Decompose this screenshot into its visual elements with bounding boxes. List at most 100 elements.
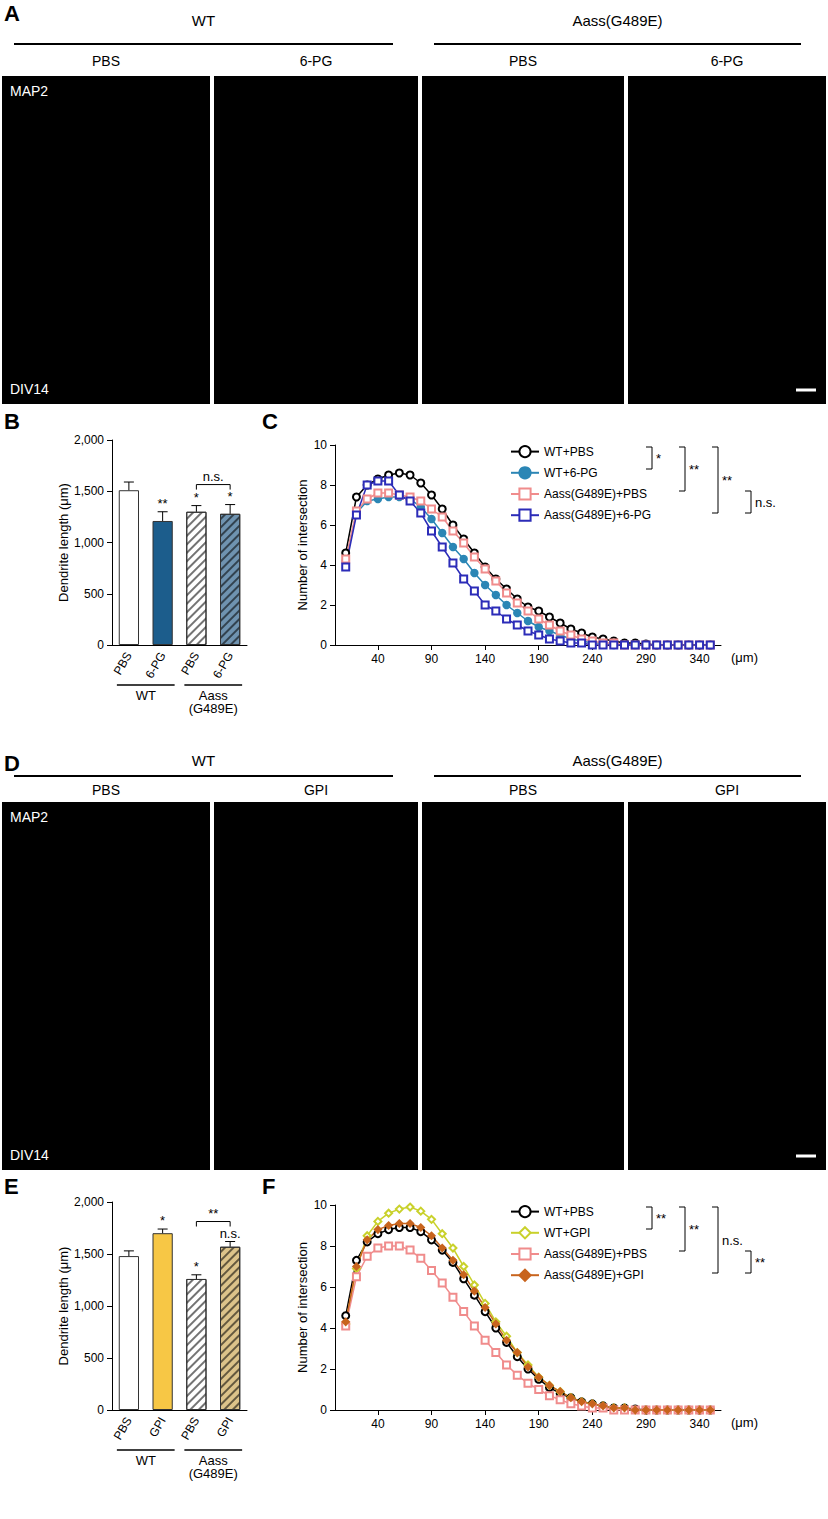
svg-text:WT+PBS: WT+PBS (544, 445, 594, 459)
svg-text:n.s.: n.s. (755, 495, 776, 510)
svg-text:6-PG: 6-PG (143, 649, 169, 680)
svg-text:PBS: PBS (178, 649, 202, 677)
svg-text:240: 240 (582, 652, 602, 666)
svg-text:6-PG: 6-PG (711, 53, 744, 69)
svg-text:2: 2 (320, 598, 327, 612)
svg-text:PBS: PBS (111, 1414, 135, 1442)
svg-text:2: 2 (320, 1362, 327, 1376)
svg-text:4: 4 (320, 558, 327, 572)
svg-text:WT: WT (136, 1453, 156, 1468)
svg-text:2,000: 2,000 (74, 1195, 104, 1209)
svg-text:**: ** (158, 496, 168, 511)
svg-text:**: ** (656, 1211, 666, 1226)
svg-text:*: * (194, 490, 199, 505)
svg-text:1,000: 1,000 (74, 536, 104, 550)
svg-text:6-PG: 6-PG (300, 53, 333, 69)
svg-text:290: 290 (636, 1417, 656, 1431)
svg-text:GPI: GPI (715, 782, 739, 798)
svg-text:n.s.: n.s. (220, 1226, 241, 1241)
svg-text:Number of intersection: Number of intersection (295, 1242, 310, 1373)
svg-text:500: 500 (84, 587, 104, 601)
svg-text:2,000: 2,000 (74, 433, 104, 447)
svg-text:n.s.: n.s. (722, 1233, 743, 1248)
svg-text:DIV14: DIV14 (10, 1147, 49, 1163)
svg-text:140: 140 (475, 1417, 495, 1431)
svg-text:GPI: GPI (146, 1415, 168, 1440)
svg-text:500: 500 (84, 1351, 104, 1365)
svg-text:40: 40 (371, 1417, 385, 1431)
svg-text:90: 90 (425, 652, 439, 666)
svg-text:8: 8 (320, 478, 327, 492)
svg-text:WT: WT (192, 752, 215, 769)
svg-text:Number of intersection: Number of intersection (295, 480, 310, 611)
svg-text:Dendrite length (μm): Dendrite length (μm) (56, 483, 71, 602)
svg-text:8: 8 (320, 1239, 327, 1253)
svg-text:40: 40 (371, 652, 385, 666)
svg-text:Aass(G489E): Aass(G489E) (572, 752, 662, 769)
svg-text:GPI: GPI (304, 782, 328, 798)
svg-text:B: B (4, 409, 20, 434)
svg-text:(G489E): (G489E) (189, 1466, 238, 1481)
svg-text:1,000: 1,000 (74, 1299, 104, 1313)
svg-text:DIV14: DIV14 (10, 381, 49, 397)
svg-text:90: 90 (425, 1417, 439, 1431)
svg-text:190: 190 (529, 1417, 549, 1431)
svg-text:140: 140 (475, 652, 495, 666)
svg-text:MAP2: MAP2 (10, 809, 48, 825)
svg-text:10: 10 (314, 1198, 328, 1212)
svg-text:C: C (262, 409, 278, 434)
svg-text:PBS: PBS (92, 782, 120, 798)
svg-text:WT: WT (192, 12, 215, 29)
svg-text:Aass(G489E)+6-PG: Aass(G489E)+6-PG (544, 508, 651, 522)
svg-text:0: 0 (320, 638, 327, 652)
svg-text:WT: WT (136, 688, 156, 703)
svg-text:(G489E): (G489E) (189, 701, 238, 716)
svg-text:1,500: 1,500 (74, 484, 104, 498)
svg-text:*: * (194, 1259, 199, 1274)
svg-text:**: ** (755, 1255, 765, 1270)
svg-text:0: 0 (97, 1403, 104, 1417)
svg-text:n.s.: n.s. (203, 469, 224, 484)
svg-text:4: 4 (320, 1321, 327, 1335)
svg-text:MAP2: MAP2 (10, 83, 48, 99)
svg-text:PBS: PBS (509, 782, 537, 798)
svg-text:*: * (160, 1213, 165, 1228)
svg-text:GPI: GPI (214, 1415, 236, 1440)
svg-text:Aass(G489E)+PBS: Aass(G489E)+PBS (544, 1247, 647, 1261)
svg-text:*: * (656, 451, 661, 466)
svg-text:0: 0 (97, 638, 104, 652)
svg-text:Dendrite length (μm): Dendrite length (μm) (56, 1247, 71, 1366)
svg-text:PBS: PBS (92, 53, 120, 69)
svg-text:**: ** (208, 1206, 218, 1221)
svg-text:(μm): (μm) (731, 650, 758, 665)
svg-text:6-PG: 6-PG (210, 649, 236, 680)
svg-text:290: 290 (636, 652, 656, 666)
svg-text:190: 190 (529, 652, 549, 666)
svg-text:WT+GPI: WT+GPI (544, 1226, 590, 1240)
svg-text:PBS: PBS (111, 649, 135, 677)
svg-text:WT+6-PG: WT+6-PG (544, 466, 598, 480)
svg-text:10: 10 (314, 438, 328, 452)
svg-text:**: ** (689, 1222, 699, 1237)
svg-text:240: 240 (582, 1417, 602, 1431)
svg-text:*: * (228, 489, 233, 504)
svg-text:(μm): (μm) (731, 1415, 758, 1430)
svg-text:WT+PBS: WT+PBS (544, 1205, 594, 1219)
svg-text:Aass(G489E): Aass(G489E) (572, 12, 662, 29)
svg-text:1,500: 1,500 (74, 1247, 104, 1261)
svg-text:F: F (262, 1174, 275, 1199)
svg-text:Aass(G489E)+PBS: Aass(G489E)+PBS (544, 487, 647, 501)
svg-text:D: D (4, 751, 20, 776)
svg-text:0: 0 (320, 1403, 327, 1417)
svg-text:E: E (4, 1174, 19, 1199)
svg-text:340: 340 (690, 1417, 710, 1431)
svg-text:**: ** (689, 462, 699, 477)
svg-text:**: ** (722, 473, 732, 488)
svg-text:340: 340 (690, 652, 710, 666)
svg-text:6: 6 (320, 1280, 327, 1294)
svg-text:PBS: PBS (178, 1414, 202, 1442)
svg-text:6: 6 (320, 518, 327, 532)
svg-text:Aass(G489E)+GPI: Aass(G489E)+GPI (544, 1268, 644, 1282)
svg-text:A: A (4, 1, 20, 26)
svg-text:PBS: PBS (509, 53, 537, 69)
